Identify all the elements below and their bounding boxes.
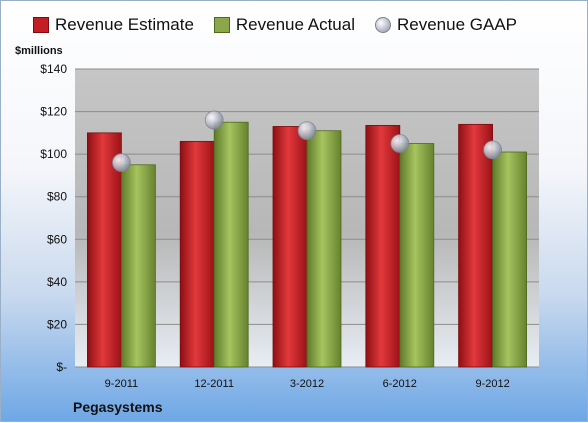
point-revenue-gaap (483, 140, 503, 160)
x-axis-labels: 9-2011 12-2011 3-2012 6-2012 9-2012 (105, 378, 510, 390)
bar-revenue-actual (399, 143, 435, 368)
bar-revenue-actual (306, 130, 342, 368)
point-revenue-gaap (297, 121, 317, 141)
point-revenue-gaap (112, 153, 131, 173)
y-tick-label: $- (56, 360, 67, 374)
legend-swatch-actual (213, 17, 230, 33)
legend-item-actual: Revenue Actual (213, 15, 355, 35)
bars-layer (87, 110, 528, 368)
bar-revenue-estimate (87, 132, 122, 368)
y-tick-label: $20 (47, 317, 67, 331)
legend-swatch-gaap (375, 17, 391, 33)
y-axis-ticks: $- $20 $40 $60 $80 $100 $120 $140 (40, 62, 67, 374)
x-tick-label: 3-2012 (290, 378, 324, 390)
point-revenue-gaap (204, 110, 224, 130)
y-tick-label: $120 (40, 105, 67, 119)
y-tick-label: $100 (40, 147, 67, 161)
x-tick-label: 6-2012 (383, 378, 417, 390)
chart-legend: Revenue Estimate Revenue Actual Revenue … (33, 15, 517, 35)
legend-item-gaap: Revenue GAAP (375, 15, 517, 35)
bar-revenue-estimate (458, 123, 494, 368)
bar-revenue-estimate (272, 126, 308, 368)
legend-label-estimate: Revenue Estimate (55, 15, 194, 34)
point-revenue-gaap (390, 134, 410, 153)
x-tick-label: 12-2011 (194, 378, 234, 390)
bar-revenue-estimate (179, 140, 215, 368)
bar-revenue-actual (121, 164, 156, 368)
x-tick-label: 9-2011 (105, 378, 138, 390)
company-name: Pegasystems (73, 399, 163, 415)
bar-revenue-actual (213, 121, 249, 368)
y-tick-label: $80 (47, 190, 67, 204)
y-tick-label: $40 (47, 275, 67, 289)
y-axis-unit-label: $millions (15, 45, 63, 57)
legend-label-gaap: Revenue GAAP (397, 15, 518, 34)
bar-revenue-actual (492, 151, 528, 368)
y-tick-label: $140 (40, 62, 67, 76)
y-tick-label: $60 (47, 232, 67, 246)
legend-item-estimate: Revenue Estimate (33, 15, 194, 35)
x-tick-label: 9-2012 (475, 378, 509, 390)
bar-revenue-estimate (365, 125, 401, 368)
legend-swatch-estimate (33, 17, 49, 33)
legend-label-actual: Revenue Actual (235, 15, 355, 34)
